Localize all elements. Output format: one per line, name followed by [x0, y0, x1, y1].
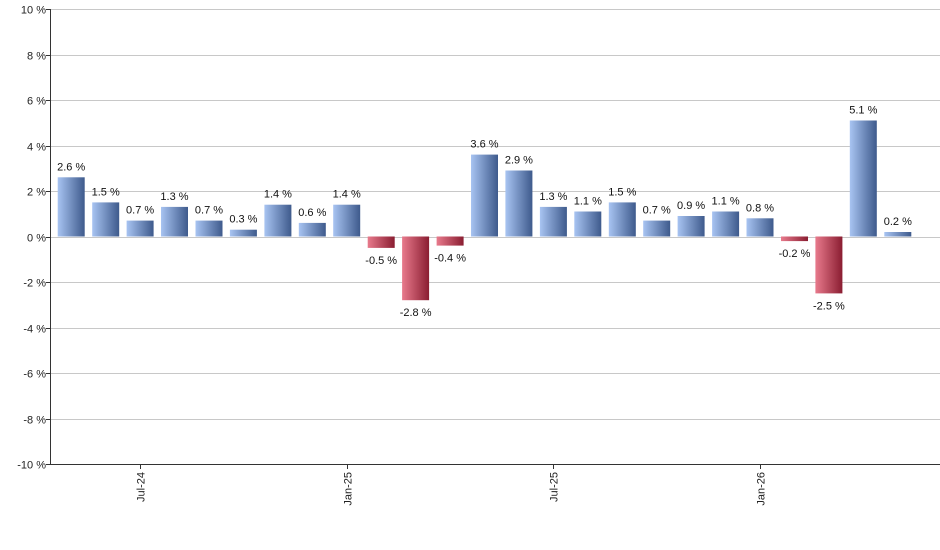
axes: [50, 9, 940, 465]
y-tick-label: 2 %: [27, 187, 46, 199]
bar-value-label: 0.8 %: [746, 202, 774, 214]
y-tick-label: -2 %: [23, 278, 46, 290]
bar-value-label: 1.3 %: [160, 191, 188, 203]
bar-value-label: 1.4 %: [333, 189, 361, 201]
bar: [333, 204, 361, 237]
bar: [608, 202, 636, 237]
bar-value-label: 1.5 %: [92, 186, 120, 198]
bar: [161, 206, 188, 237]
bar-value-label: 0.7 %: [195, 205, 223, 217]
bar-value-label: 1.5 %: [608, 186, 636, 198]
y-tick-label: -8 %: [23, 415, 46, 427]
x-tick-label: Jul-24: [136, 472, 148, 502]
y-tick-label: -6 %: [23, 369, 46, 381]
bar: [195, 220, 223, 237]
bar-value-label: 0.6 %: [298, 207, 326, 219]
x-tick-label: Jan-25: [343, 472, 355, 506]
bar: [539, 206, 567, 237]
bar: [229, 229, 257, 237]
bar: [126, 220, 154, 237]
bar: [57, 177, 85, 237]
bar: [436, 236, 464, 246]
bar-value-label: 2.6 %: [57, 161, 85, 173]
y-tick-label: -4 %: [23, 324, 46, 336]
y-tick-label: -10 %: [17, 460, 46, 472]
bar-value-label: -2.8 %: [400, 307, 432, 319]
y-tick-label: 6 %: [27, 96, 46, 108]
x-tick-label: Jan-26: [756, 472, 768, 506]
bar: [92, 202, 120, 237]
bar-value-label: 0.9 %: [677, 200, 705, 212]
bar: [505, 170, 533, 237]
bar: [298, 222, 326, 237]
bar: [367, 236, 395, 248]
bars: [57, 120, 912, 301]
bar-value-label: 1.4 %: [264, 189, 292, 201]
bar-value-label: 2.9 %: [505, 155, 533, 167]
y-tick-label: 4 %: [27, 142, 46, 154]
x-tick-label: Jul-25: [549, 472, 561, 502]
bar: [884, 232, 912, 237]
y-tick-label: 0 %: [27, 233, 46, 245]
bar: [849, 120, 877, 237]
bar: [402, 236, 430, 301]
bar-value-label: 1.1 %: [712, 196, 740, 208]
bar-value-label: 1.1 %: [574, 196, 602, 208]
bar: [712, 211, 740, 237]
y-tick-label: 8 %: [27, 51, 46, 63]
bar: [746, 218, 774, 237]
bar-value-label: 1.3 %: [539, 191, 567, 203]
bar-value-label: 5.1 %: [849, 105, 877, 117]
bar-value-label: 0.3 %: [229, 214, 257, 226]
bar: [643, 220, 671, 237]
bar-value-label: -0.4 %: [434, 253, 466, 265]
bar-value-label: -0.2 %: [779, 248, 811, 260]
bar: [677, 216, 705, 237]
bar: [815, 236, 843, 294]
y-tick-label: 10 %: [21, 5, 46, 17]
bar: [781, 236, 808, 242]
bar: [471, 154, 498, 237]
bar-value-label: -0.5 %: [365, 255, 397, 267]
bar: [264, 204, 292, 237]
bar-value-label: 0.2 %: [884, 216, 912, 228]
bar: [574, 211, 602, 237]
bar-value-label: 3.6 %: [470, 139, 498, 151]
y-axis-tick-labels: 10 % 8 % 6 % 4 % 2 % 0 % -2 % -4 % -6 % -8 % -10 %: [17, 5, 50, 472]
bar-value-label: 0.7 %: [643, 205, 671, 217]
data-labels: 2.6 % 1.5 % 0.7 % 1.3 % 0.7 % 0.3 % 1.4 % 0.6 %…: [57, 105, 912, 320]
bar-value-label: 0.7 %: [126, 205, 154, 217]
bar-value-label: -2.5 %: [813, 300, 845, 312]
x-axis-tick-labels: Jul-24 Jan-25 Jul-25 Jan-26: [136, 464, 768, 506]
